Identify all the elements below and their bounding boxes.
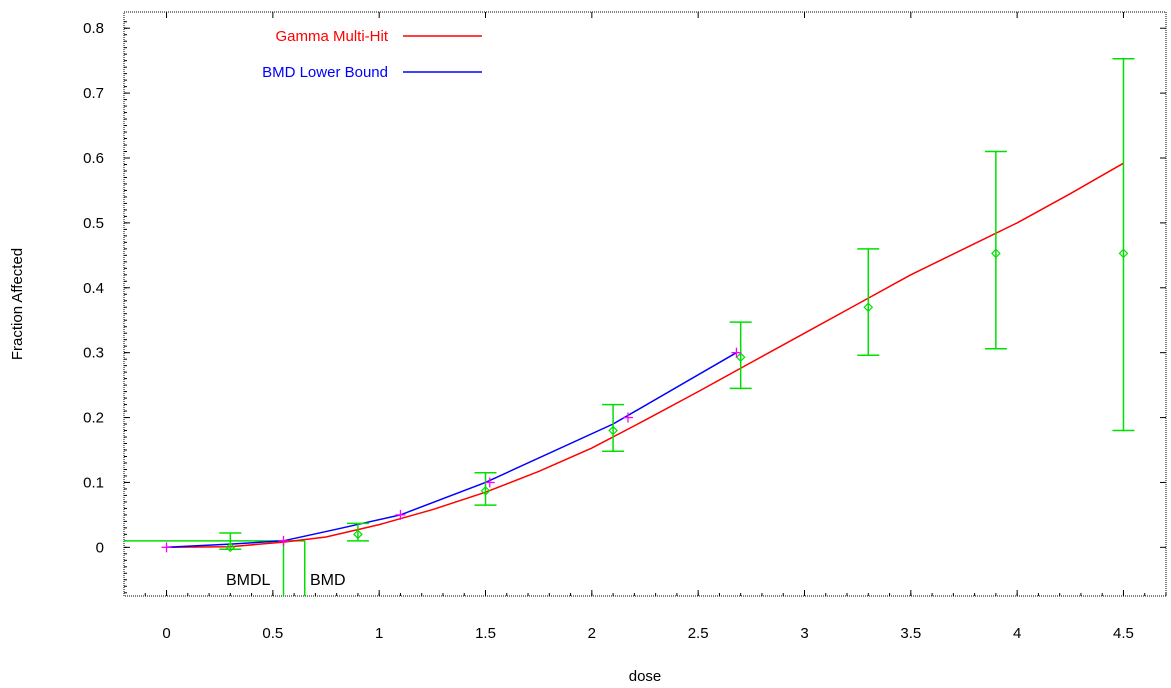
bmdl-annotation: BMDL xyxy=(226,572,271,589)
observed-point xyxy=(991,248,1001,259)
y-tick-label: 0.8 xyxy=(83,20,104,37)
observed-point xyxy=(1118,248,1129,259)
y-tick-label: 0.7 xyxy=(83,85,104,102)
observed-point xyxy=(608,425,618,436)
x-axis-label: dose xyxy=(629,668,662,685)
x-tick-label: 0 xyxy=(162,625,170,642)
x-axis: 0 0.5 1 1.5 2 2.5 3 3.5 4 4.5 xyxy=(144,12,1167,642)
y-tick-label: 0.3 xyxy=(83,345,104,362)
x-tick-label: 3.5 xyxy=(900,625,921,642)
y-tick-label: 0.1 xyxy=(83,474,104,491)
legend-label: Gamma Multi-Hit xyxy=(275,28,388,45)
observed-point xyxy=(735,352,746,363)
x-tick-label: 1 xyxy=(375,625,383,642)
plot-area xyxy=(124,57,1135,596)
y-tick-label: 0 xyxy=(96,539,104,556)
x-tick-label: 2 xyxy=(588,625,596,642)
y-tick-label: 0.5 xyxy=(83,215,104,232)
gamma-multi-hit-line xyxy=(166,162,1124,549)
x-tick-label: 2.5 xyxy=(688,625,709,642)
y-tick-label: 0.2 xyxy=(83,410,104,427)
bmd-annotation: BMD xyxy=(310,572,346,589)
observed-point xyxy=(480,486,491,496)
observed-point xyxy=(225,542,236,553)
legend: Gamma Multi-Hit BMD Lower Bound xyxy=(262,28,482,81)
y-axis-label: Fraction Affected xyxy=(9,248,26,360)
y-tick-label: 0.4 xyxy=(83,280,104,297)
plot-frame xyxy=(123,11,1167,597)
x-tick-label: 0.5 xyxy=(262,625,283,642)
observed-point xyxy=(863,302,874,313)
x-tick-label: 4.5 xyxy=(1113,625,1134,642)
x-tick-label: 1.5 xyxy=(475,625,496,642)
observed-point xyxy=(353,529,363,540)
x-tick-label: 4 xyxy=(1013,625,1021,642)
y-tick-label: 0.6 xyxy=(83,150,104,167)
y-axis: 0 0.1 0.2 0.3 0.4 0.5 0.6 0.7 0.8 xyxy=(83,20,1166,594)
bmd-lower-bound-line xyxy=(166,352,737,549)
x-tick-label: 3 xyxy=(800,625,808,642)
legend-label: BMD Lower Bound xyxy=(262,64,388,81)
